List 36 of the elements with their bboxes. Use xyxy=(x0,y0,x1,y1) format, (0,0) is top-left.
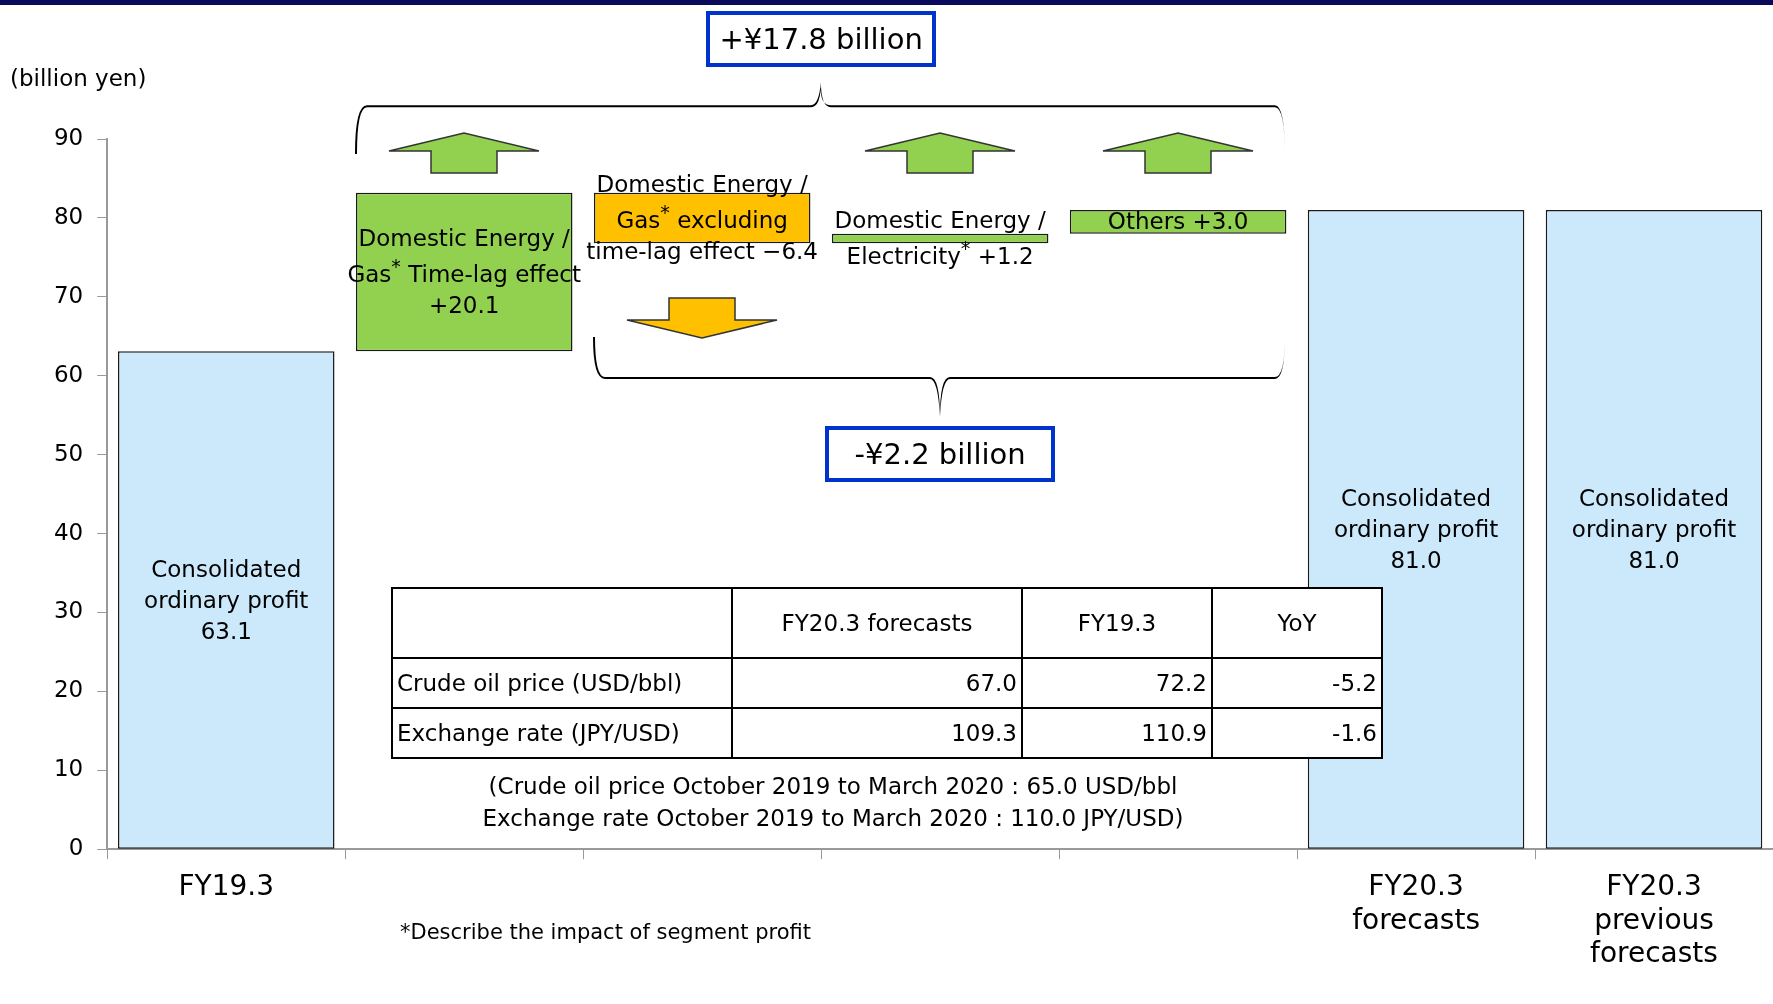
annotation: -1.6 xyxy=(1212,708,1382,758)
text: *Describe the impact of segment profit xyxy=(400,919,812,946)
annotation: YoY xyxy=(1212,588,1382,658)
data-label: Consolidated ordinary profit 63.1 xyxy=(143,554,310,646)
annotation: 67.0 xyxy=(732,658,1022,708)
annotation: Exchange rate October 2019 to March 2020 : 110.0 JPY/USD) xyxy=(482,805,1184,832)
y-tick-label: 30 xyxy=(53,597,84,624)
data-label: Consolidated ordinary profit 81.0 xyxy=(1570,484,1738,576)
annotation: Exchange rate (JPY/USD) xyxy=(392,708,732,758)
data-label: Others +3.0 xyxy=(1106,207,1250,237)
annotation: -¥2.2 billion xyxy=(825,426,1056,482)
y-tick-label: 80 xyxy=(53,202,84,229)
y-tick-label: 60 xyxy=(53,360,84,387)
y-axis-title: (billion yen) xyxy=(10,64,147,93)
data-label: Consolidated ordinary profit 81.0 xyxy=(1332,484,1500,576)
annotation: FY20.3 forecasts xyxy=(732,588,1022,658)
annotation: FY19.3 xyxy=(1022,588,1212,658)
annotation: -5.2 xyxy=(1212,658,1382,708)
y-tick-label: 20 xyxy=(53,676,84,703)
y-tick-label: 70 xyxy=(53,281,84,308)
annotation: 109.3 xyxy=(732,708,1022,758)
y-tick-label: 40 xyxy=(53,518,84,545)
x-tick-label: FY19.3 xyxy=(178,869,275,903)
data-label: Domestic Energy / Electricity$^{*}$ +1.2 xyxy=(833,205,1047,271)
data-label: Domestic Energy / Gas$^{*}$ excluding time-lag effect −6.4 xyxy=(585,169,819,266)
annotation: (Crude oil price October 2019 to March 2020 : 65.0 USD/bbl xyxy=(488,773,1178,799)
annotation: 110.9 xyxy=(1022,708,1212,758)
y-tick-label: 50 xyxy=(53,439,84,466)
y-tick-label: 90 xyxy=(53,123,84,150)
annotation: 72.2 xyxy=(1022,658,1212,708)
x-tick-label: FY20.3 forecasts xyxy=(1352,869,1480,936)
text: +¥17.8 billion xyxy=(706,11,937,67)
annotation: Crude oil price (USD/bbl) xyxy=(392,658,732,708)
x-tick-label: FY20.3 previous forecasts xyxy=(1590,869,1718,970)
y-tick-label: 10 xyxy=(53,755,84,782)
y-tick-label: 0 xyxy=(68,834,84,861)
